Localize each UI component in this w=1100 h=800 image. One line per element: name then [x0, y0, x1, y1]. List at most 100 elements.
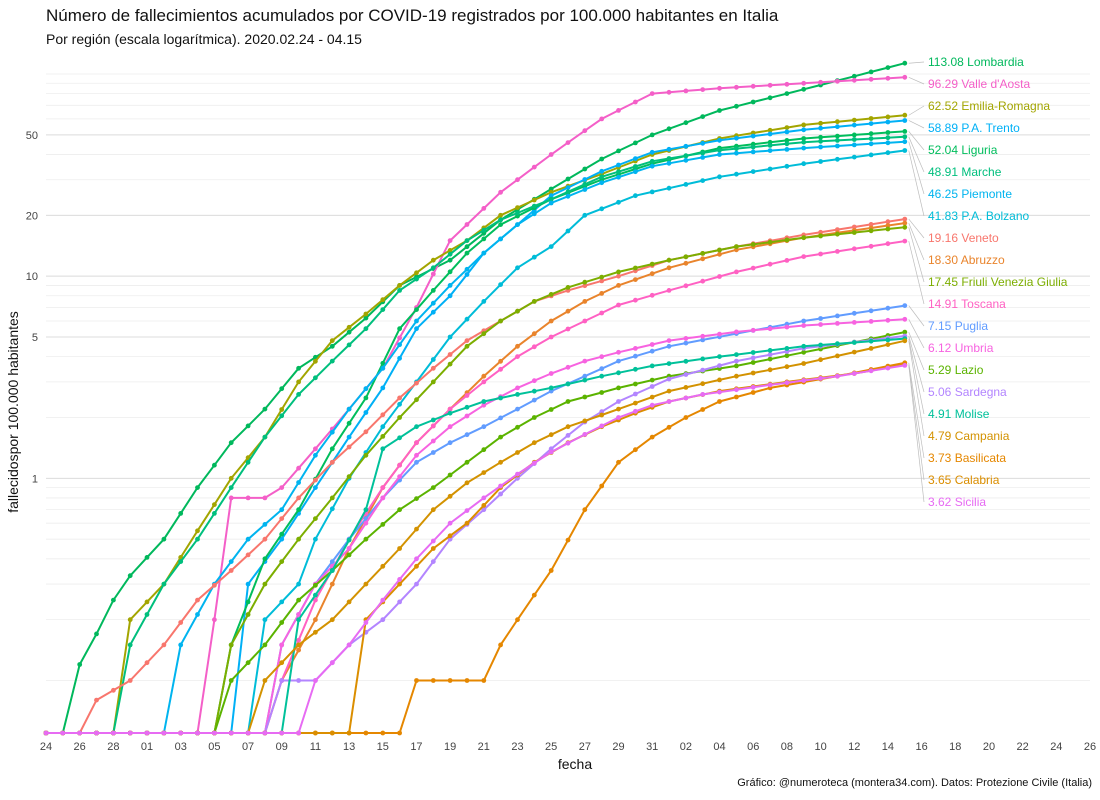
data-point: [902, 224, 908, 230]
data-point: [414, 440, 419, 446]
data-point: [649, 91, 655, 96]
data-point: [902, 329, 908, 335]
x-tick-label: 27: [579, 741, 591, 753]
data-point: [683, 415, 689, 420]
data-point: [228, 678, 234, 683]
data-point: [902, 316, 908, 322]
data-point: [616, 358, 621, 364]
data-point: [144, 599, 150, 605]
series-label-puglia: 7.15 Puglia: [928, 319, 988, 333]
data-point: [262, 434, 268, 440]
data-point: [666, 343, 672, 349]
data-point: [767, 352, 773, 358]
data-point: [784, 380, 790, 386]
data-point: [801, 86, 807, 92]
series-label-abruzzo: 18.30 Abruzzo: [928, 253, 1005, 267]
series-label-piemonte: 46.25 Piemonte: [928, 187, 1012, 201]
data-point: [296, 637, 301, 643]
data-point: [228, 495, 234, 501]
data-point: [784, 125, 790, 130]
data-point: [851, 246, 857, 252]
data-point: [801, 145, 807, 151]
data-point: [515, 354, 520, 359]
data-point: [851, 122, 857, 128]
series-line: [46, 149, 905, 734]
data-point: [279, 413, 285, 419]
data-point: [683, 358, 689, 364]
data-point: [498, 459, 503, 465]
data-point: [683, 143, 689, 149]
data-point: [666, 257, 672, 263]
data-point: [666, 89, 672, 95]
data-point: [633, 391, 638, 397]
data-point: [700, 155, 706, 160]
data-point: [599, 274, 605, 280]
data-point: [279, 386, 285, 392]
data-point: [565, 326, 571, 332]
data-point: [633, 366, 638, 372]
data-point: [801, 161, 807, 167]
data-point: [296, 379, 301, 385]
data-point: [818, 125, 823, 131]
data-point: [464, 393, 470, 398]
data-point: [481, 424, 487, 430]
data-point: [599, 168, 605, 174]
data-point: [835, 156, 840, 162]
data-point: [851, 371, 857, 376]
data-point: [885, 119, 891, 125]
data-point: [616, 199, 621, 205]
data-point: [127, 642, 133, 648]
data-point: [582, 212, 588, 218]
data-point: [868, 243, 874, 249]
label-leader-line: [908, 227, 925, 283]
data-point: [279, 516, 285, 521]
data-point: [397, 288, 402, 293]
data-point: [649, 348, 655, 354]
label-leader-line: [908, 218, 925, 239]
data-point: [582, 128, 588, 134]
data-point: [447, 410, 453, 416]
series-line: [46, 62, 906, 734]
series-lazio: [43, 329, 908, 736]
data-point: [296, 730, 301, 736]
data-point: [582, 432, 588, 437]
data-point: [868, 121, 874, 126]
data-point: [430, 300, 436, 306]
data-point: [582, 299, 588, 304]
data-point: [296, 678, 301, 683]
data-point: [868, 131, 874, 137]
data-point: [77, 730, 83, 736]
data-point: [228, 475, 234, 481]
data-point: [734, 150, 739, 156]
data-point: [329, 568, 335, 573]
label-leader-line: [908, 335, 925, 393]
data-point: [582, 394, 588, 400]
x-axis-ticks: 24 26 28 01 03 05 07 09 11 13 15 17 19 21 23 25 27 29 31 02…: [40, 741, 1096, 753]
data-point: [784, 81, 790, 87]
x-tick-label: 26: [74, 741, 86, 753]
data-point: [717, 85, 722, 91]
data-point: [649, 189, 655, 195]
data-point: [885, 140, 891, 146]
data-point: [750, 265, 756, 271]
data-point: [616, 269, 621, 275]
series-label-umbria: 6.12 Umbria: [928, 341, 994, 355]
data-point: [329, 446, 335, 452]
data-point: [548, 385, 554, 391]
data-point: [464, 250, 470, 256]
data-point: [734, 387, 739, 393]
data-point: [329, 660, 335, 666]
data-point: [649, 158, 655, 164]
data-point: [363, 386, 369, 392]
data-point: [666, 361, 672, 366]
data-point: [700, 381, 706, 387]
data-point: [683, 395, 689, 401]
data-point: [582, 318, 588, 324]
data-point: [245, 495, 251, 501]
data-point: [700, 392, 706, 397]
data-point: [346, 406, 352, 412]
data-point: [262, 617, 268, 623]
data-point: [430, 438, 436, 444]
data-point: [464, 459, 470, 465]
data-point: [750, 169, 756, 175]
